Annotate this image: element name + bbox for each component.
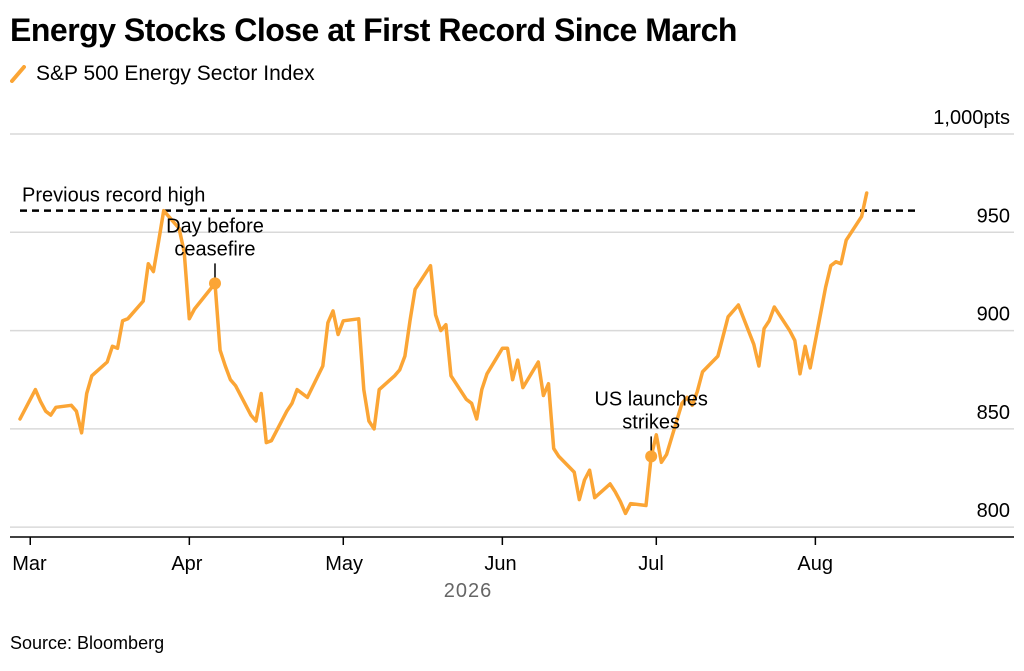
reference-line-label: Previous record high [22,185,205,207]
series-line-0 [18,191,869,516]
x-year-label: 2026 [444,580,493,602]
reference-lines: Previous record high [20,185,918,212]
x-tick-label: Aug [797,553,833,575]
series-layer [18,191,869,516]
annotation-text: US launches [594,388,707,410]
y-tick-label: 800 [977,500,1010,522]
gridlines [10,133,1014,528]
annotation-marker [645,450,658,463]
x-tick-label: May [325,553,363,575]
y-tick-label: 850 [977,402,1010,424]
source-note: Source: Bloomberg [10,633,165,653]
legend: S&P 500 Energy Sector Index [10,62,315,86]
y-tick-label: 1,000pts [933,107,1010,129]
y-axis-labels: 800 850 900 950 1,000pts [933,107,1010,522]
y-tick-label: 900 [977,304,1010,326]
annotation-text: Day before [166,215,264,237]
x-axis: Mar Apr May Jun Jul Aug 2026 [10,536,1014,602]
annotation-text: ceasefire [174,238,255,260]
legend-label: S&P 500 Energy Sector Index [36,62,315,85]
y-tick-label: 950 [977,205,1010,227]
x-tick-label: Apr [171,553,202,575]
annotation-text: strikes [622,411,680,433]
annotation-marker [208,277,221,290]
chart-title: Energy Stocks Close at First Record Sinc… [10,12,737,48]
x-tick-label: Jul [638,553,664,575]
x-tick-label: Jun [484,553,516,575]
legend-line-icon [10,65,26,83]
x-tick-label: Mar [12,553,47,575]
